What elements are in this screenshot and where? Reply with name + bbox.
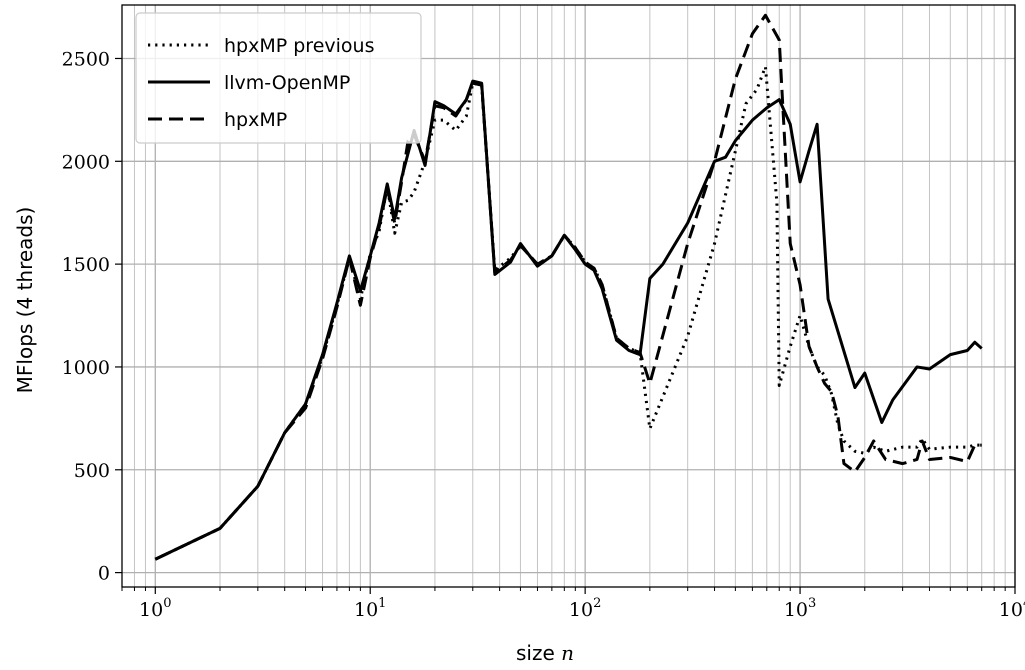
legend: hpxMP previous llvm-OpenMP hpxMP	[135, 12, 422, 144]
y-tick-label: 1000	[62, 357, 110, 379]
x-tick-label: 103	[784, 596, 816, 621]
y-tick-label: 2500	[62, 48, 110, 70]
x-tick-base: 10	[569, 599, 593, 621]
x-tick-exponent: 1	[378, 596, 386, 611]
x-axis-tick-labels: 100101102103104	[139, 596, 1025, 621]
series-line-2	[154, 79, 983, 561]
y-tick-label: 1500	[62, 254, 110, 276]
y-tick-label: 500	[74, 460, 110, 482]
y-tick-label: 2000	[62, 151, 110, 173]
legend-label: hpxMP previous	[224, 35, 374, 57]
legend-label: hpxMP	[224, 109, 287, 131]
x-tick-base: 10	[999, 599, 1023, 621]
x-tick-label: 102	[569, 596, 601, 621]
x-axis-label: size n	[516, 641, 574, 665]
legend-label: llvm-OpenMP	[224, 72, 350, 94]
x-tick-label: 104	[999, 596, 1025, 621]
x-tick-label: 100	[139, 596, 171, 621]
series-lines	[154, 13, 983, 561]
series-line-3	[154, 13, 982, 561]
x-tick-base: 10	[784, 599, 808, 621]
x-tick-exponent: 0	[163, 596, 171, 611]
x-tick-exponent: 2	[593, 596, 601, 611]
x-tick-exponent: 4	[1023, 596, 1025, 611]
x-tick-base: 10	[139, 599, 163, 621]
major-gridlines	[122, 5, 1016, 587]
y-axis-tick-labels: 0 500 1000 1500 2000 2500	[62, 48, 110, 584]
y-axis-label: MFlops (4 threads)	[13, 207, 37, 394]
y-tick-label: 0	[98, 563, 110, 585]
x-tick-base: 10	[354, 599, 378, 621]
plot-area-frame	[121, 4, 1016, 588]
x-tick-label: 101	[354, 596, 386, 621]
x-tick-exponent: 3	[808, 596, 816, 611]
axis-ticks	[115, 57, 1016, 594]
